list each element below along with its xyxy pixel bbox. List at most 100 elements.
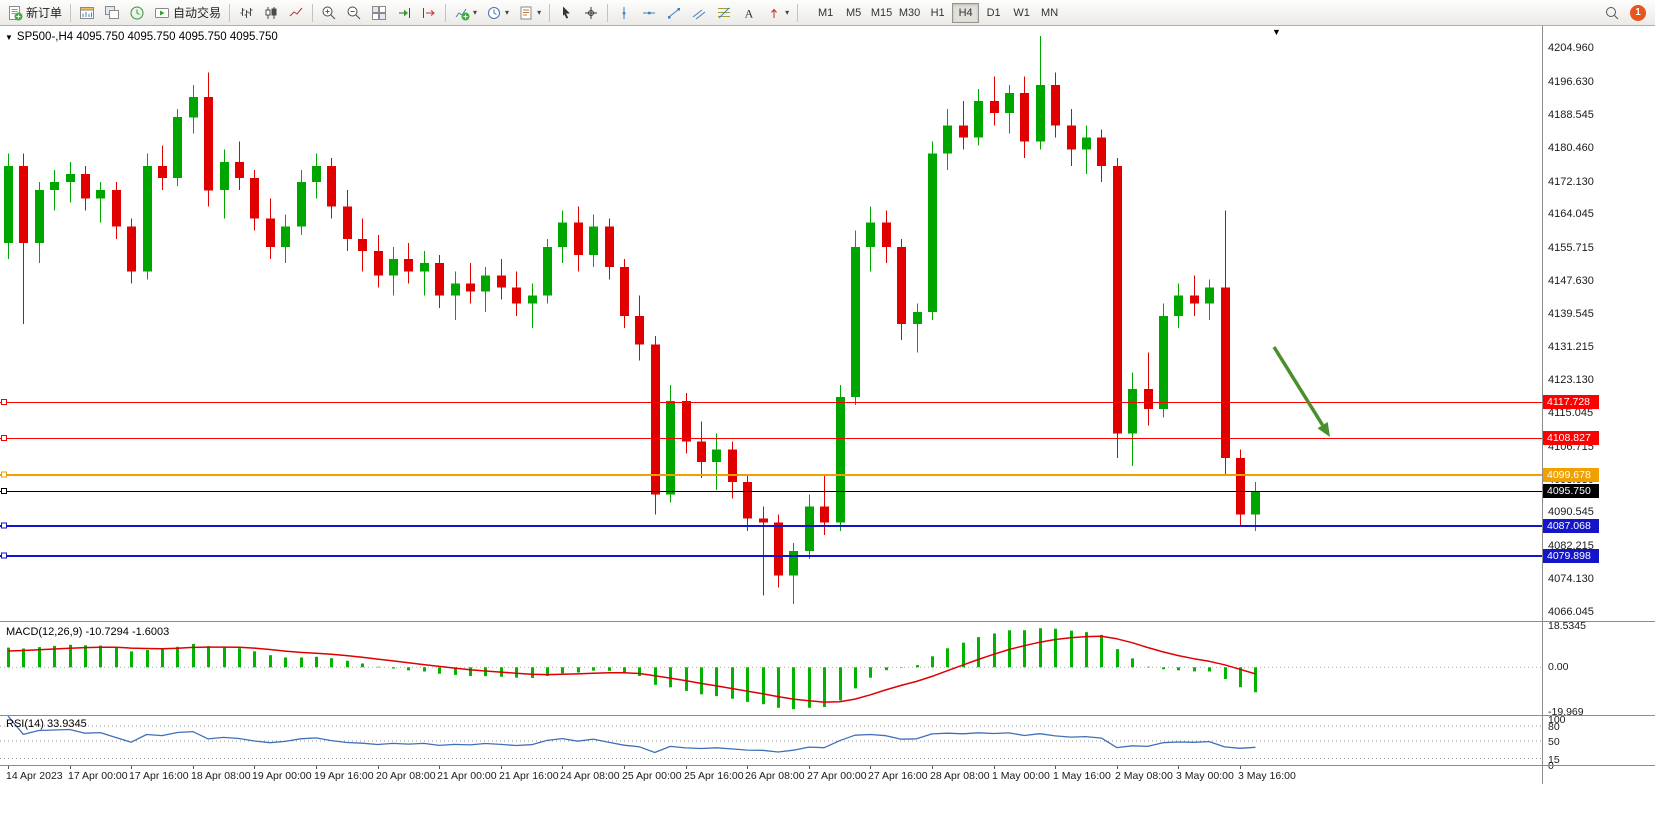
timeframe-button-m1[interactable]: M1 <box>812 3 839 23</box>
candle-body <box>774 522 783 576</box>
toolbar-separator <box>549 3 551 22</box>
timeframe-toolbar: M1 M5 M15 M30 H1 H4 D1 W1 MN <box>812 2 1063 23</box>
new-order-button[interactable]: 新订单 <box>3 2 66 24</box>
vertical-line-icon <box>622 6 626 19</box>
candle-body <box>204 97 213 191</box>
line-handle[interactable] <box>1 435 7 441</box>
history-center-button[interactable] <box>125 2 149 24</box>
timeframe-button-m5[interactable]: M5 <box>840 3 867 23</box>
candle-body <box>882 222 891 247</box>
timeframe-button-h4[interactable]: H4 <box>952 2 980 23</box>
time-axis[interactable]: 14 Apr 2023 17 Apr 00:00 17 Apr 16:00 18 Ap… <box>0 766 1542 784</box>
time-tick-label: 1 May 00:00 <box>992 770 1050 782</box>
bar-chart-type-button[interactable] <box>234 2 258 24</box>
timeframe-button-d1[interactable]: D1 <box>980 3 1007 23</box>
time-tick <box>8 766 9 769</box>
auto-trading-button[interactable]: 自动交易 <box>150 2 225 24</box>
horizontal-line-icon <box>643 11 656 14</box>
cursor-button[interactable] <box>554 2 578 24</box>
time-tick-label: 26 Apr 08:00 <box>745 770 805 782</box>
crosshair-button[interactable] <box>579 2 603 24</box>
candle-body <box>574 222 583 255</box>
chevron-down-icon: ▾ <box>537 7 542 17</box>
chart-shift-button[interactable] <box>417 2 441 24</box>
one-click-trading-toggle[interactable]: ▼ <box>5 32 13 42</box>
zoom-out-button[interactable] <box>342 2 366 24</box>
line-handle[interactable] <box>1 522 7 529</box>
rsi-axis-label: 15 <box>1548 753 1560 766</box>
candle-body <box>805 506 814 551</box>
candle-body <box>697 441 706 462</box>
candle-body <box>820 506 829 523</box>
arrows-button[interactable]: ▾ <box>762 2 793 24</box>
candle-body <box>1190 295 1199 304</box>
candle-body <box>1036 84 1045 142</box>
time-tick <box>870 766 871 769</box>
vertical-line-button[interactable] <box>612 2 636 24</box>
panel-separator[interactable] <box>0 715 1655 716</box>
profiles-button[interactable] <box>100 2 124 24</box>
templates-dropdown[interactable]: ▾ <box>514 2 545 24</box>
candle-body <box>1221 287 1230 458</box>
toolbar-separator <box>70 3 72 22</box>
line-handle[interactable] <box>1 471 7 478</box>
macd-panel-canvas[interactable] <box>0 622 1542 716</box>
arrow-annotation[interactable] <box>1272 346 1330 437</box>
periods-icon <box>488 6 501 19</box>
candle-body <box>1067 125 1076 150</box>
rsi-panel-canvas[interactable] <box>0 716 1542 766</box>
time-tick <box>686 766 687 769</box>
timeframe-button-m30[interactable]: M30 <box>896 3 923 23</box>
line-handle[interactable] <box>1 488 7 494</box>
candle-body <box>712 449 721 462</box>
candlestick-type-icon <box>265 6 277 19</box>
candle-body <box>266 218 275 247</box>
candle-body <box>81 174 90 199</box>
panel-separator[interactable] <box>0 621 1655 622</box>
horizontal-line-button[interactable] <box>637 2 661 24</box>
zoom-in-button[interactable] <box>317 2 341 24</box>
timeframe-button-w1[interactable]: W1 <box>1008 3 1035 23</box>
time-tick-label: 21 Apr 16:00 <box>499 770 559 782</box>
line-handle[interactable] <box>1 399 7 405</box>
price-tick-label: 4090.545 <box>1548 506 1594 519</box>
new-chart-button[interactable] <box>75 2 99 24</box>
line-handle[interactable] <box>1 552 7 559</box>
timeframe-button-mn[interactable]: MN <box>1036 3 1063 23</box>
candle-body <box>1205 287 1214 304</box>
fibonacci-button[interactable] <box>712 2 736 24</box>
auto-scroll-button[interactable] <box>392 2 416 24</box>
chevron-down-icon: ▾ <box>785 7 790 17</box>
time-tick-label: 24 Apr 08:00 <box>560 770 620 782</box>
candle-body <box>759 518 768 523</box>
search-button[interactable] <box>1600 2 1624 24</box>
channel-button[interactable] <box>687 2 711 24</box>
svg-text:A: A <box>745 6 754 20</box>
candle-body <box>1144 388 1153 410</box>
time-tick <box>1178 766 1179 769</box>
timeframe-button-h1[interactable]: H1 <box>924 3 951 23</box>
price-scale[interactable]: 4204.960 4196.630 4188.545 4180.460 4172.130… <box>1542 26 1655 784</box>
periods-dropdown[interactable]: ▾ <box>482 2 513 24</box>
indicators-dropdown[interactable]: ▾ <box>450 2 481 24</box>
crosshair-icon <box>585 6 598 19</box>
zoom-out-icon <box>347 6 361 19</box>
notification-badge[interactable]: 1 <box>1630 4 1646 21</box>
time-tick-label: 27 Apr 16:00 <box>868 770 928 782</box>
candlestick-type-button[interactable] <box>259 2 283 24</box>
timeframe-button-m15[interactable]: M15 <box>868 3 895 23</box>
text-button[interactable]: A <box>737 2 761 24</box>
candle-body <box>990 101 999 114</box>
candle-body <box>1097 137 1106 166</box>
candle-body <box>651 344 660 495</box>
tile-windows-button[interactable] <box>367 2 391 24</box>
price-tick-label: 4172.130 <box>1548 175 1594 188</box>
candle-body <box>866 222 875 247</box>
time-tick-label: 17 Apr 16:00 <box>129 770 189 782</box>
candle-body <box>435 263 444 296</box>
line-chart-type-button[interactable] <box>284 2 308 24</box>
trendline-button[interactable] <box>662 2 686 24</box>
time-tick-label: 20 Apr 08:00 <box>376 770 436 782</box>
macd-label: MACD(12,26,9) -10.7294 -1.6003 <box>6 626 170 638</box>
main-chart-canvas[interactable] <box>0 26 1542 622</box>
